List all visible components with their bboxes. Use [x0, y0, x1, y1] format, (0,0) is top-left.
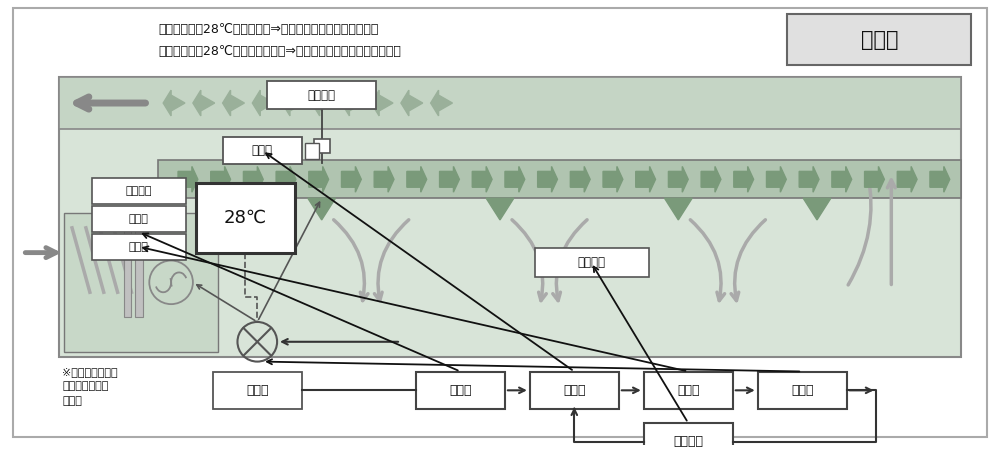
Bar [92, 234, 186, 260]
Bar [158, 160, 961, 198]
Bar [787, 14, 971, 66]
Text: 目標値: 目標値 [449, 384, 472, 397]
Text: 28℃: 28℃ [224, 209, 267, 227]
Polygon shape [440, 167, 459, 192]
Text: 室温計測: 室温計測 [308, 88, 336, 101]
Polygon shape [223, 90, 244, 116]
Bar [124, 223, 131, 317]
Text: 調節部: 調節部 [128, 242, 148, 252]
Polygon shape [371, 90, 393, 116]
Polygon shape [341, 90, 363, 116]
Polygon shape [243, 167, 263, 192]
Polygon shape [570, 167, 590, 192]
Text: 室温を計る（28℃を超えた）⇒冷水を送る（流量を増やす）: 室温を計る（28℃を超えた）⇒冷水を送る（流量を増やす） [158, 23, 379, 36]
Polygon shape [252, 90, 274, 116]
Polygon shape [312, 90, 334, 116]
Polygon shape [211, 167, 231, 192]
Polygon shape [308, 198, 336, 220]
Polygon shape [401, 90, 423, 116]
Polygon shape [832, 167, 852, 192]
Polygon shape [636, 167, 656, 192]
Bar [92, 206, 186, 232]
Bar [196, 183, 295, 253]
Polygon shape [282, 90, 304, 116]
Bar [644, 371, 733, 409]
Polygon shape [309, 167, 329, 192]
Bar [758, 371, 847, 409]
Bar [267, 81, 376, 109]
Bar [59, 77, 961, 129]
Bar [644, 423, 733, 449]
Text: 制御対象: 制御対象 [577, 256, 605, 269]
Polygon shape [664, 198, 692, 220]
Text: 操作部: 操作部 [791, 384, 813, 397]
Polygon shape [734, 167, 754, 192]
Text: 制御対象: 制御対象 [673, 436, 703, 449]
Polygon shape [374, 167, 394, 192]
Polygon shape [603, 167, 623, 192]
Bar [213, 371, 302, 409]
Bar [92, 178, 186, 204]
Bar [64, 213, 218, 352]
Polygon shape [486, 198, 514, 220]
Bar [59, 77, 961, 357]
Bar [135, 223, 143, 317]
Polygon shape [701, 167, 721, 192]
Polygon shape [178, 167, 198, 192]
Text: 室温を計る（28℃より下がった）⇒冷水を止める（流量を減らす）: 室温を計る（28℃より下がった）⇒冷水を止める（流量を減らす） [158, 45, 401, 58]
Polygon shape [766, 167, 786, 192]
Text: 目標値: 目標値 [128, 214, 148, 224]
Polygon shape [538, 167, 557, 192]
Polygon shape [163, 90, 185, 116]
Polygon shape [193, 90, 215, 116]
Polygon shape [799, 167, 819, 192]
Text: 冷房時: 冷房時 [861, 30, 898, 50]
Polygon shape [276, 167, 296, 192]
Polygon shape [407, 167, 427, 192]
Polygon shape [803, 198, 831, 220]
Text: 検出部: 検出部 [563, 384, 586, 397]
Text: 調節部: 調節部 [677, 384, 699, 397]
Bar [535, 248, 649, 277]
Text: ※ファンは一定で
動いているもの
とする: ※ファンは一定で 動いているもの とする [62, 366, 118, 406]
Bar [416, 371, 505, 409]
Polygon shape [505, 167, 525, 192]
Polygon shape [472, 167, 492, 192]
Polygon shape [668, 167, 688, 192]
Polygon shape [431, 90, 452, 116]
Polygon shape [897, 167, 917, 192]
Polygon shape [930, 167, 950, 192]
Bar [530, 371, 619, 409]
Text: 温度設定: 温度設定 [125, 186, 152, 196]
Bar [305, 143, 319, 158]
Polygon shape [341, 167, 361, 192]
Text: 検出部: 検出部 [252, 144, 273, 157]
Bar [223, 136, 302, 164]
Text: 操作部: 操作部 [246, 384, 269, 397]
Polygon shape [865, 167, 884, 192]
Bar [314, 139, 330, 153]
